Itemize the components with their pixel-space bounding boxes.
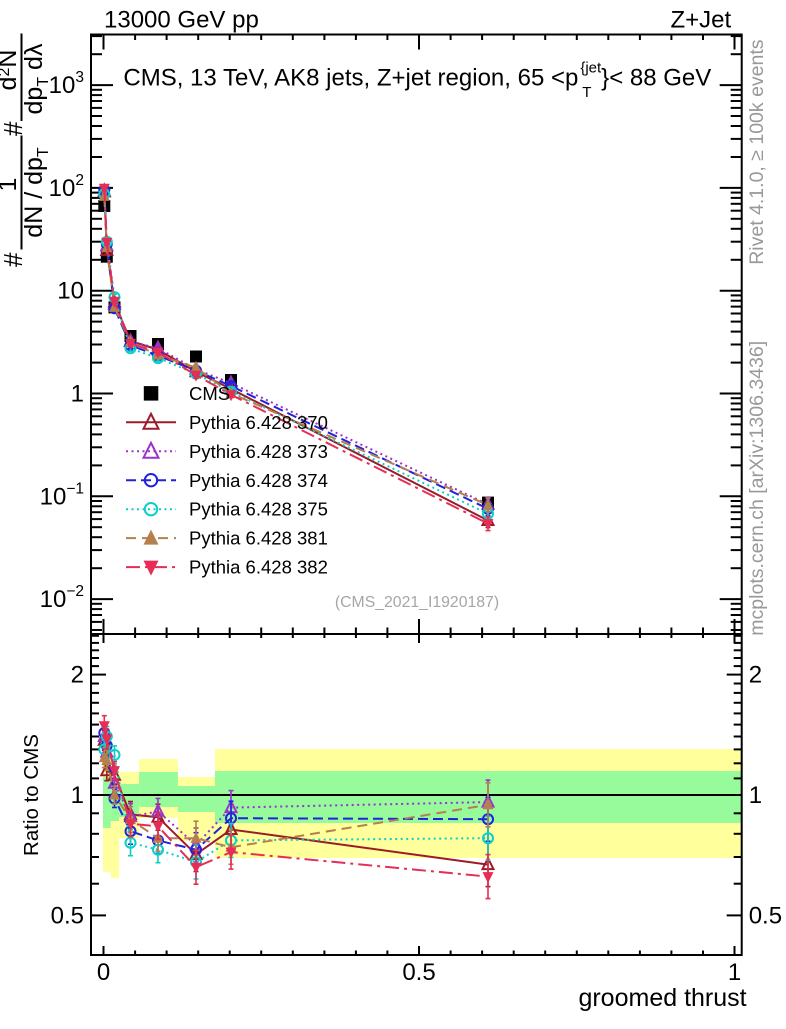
svg-text:1: 1 [0, 178, 22, 192]
svg-text:#: # [0, 121, 28, 136]
svg-text:(CMS_2021_I1920187): (CMS_2021_I1920187) [335, 594, 499, 611]
svg-text:0.5: 0.5 [749, 902, 782, 929]
svg-text:dpT dλ: dpT dλ [20, 43, 52, 114]
svg-text:Pythia 6.428 374: Pythia 6.428 374 [189, 470, 328, 491]
svg-text:1: 1 [728, 959, 741, 986]
svg-text:Pythia 6.428 375: Pythia 6.428 375 [189, 499, 328, 520]
svg-text:Pythia 6.428 370: Pythia 6.428 370 [189, 412, 328, 433]
svg-text:Pythia 6.428 373: Pythia 6.428 373 [189, 441, 328, 462]
svg-text:13000 GeV pp: 13000 GeV pp [104, 7, 259, 34]
svg-text:Pythia 6.428 381: Pythia 6.428 381 [189, 528, 328, 549]
svg-text:1: 1 [71, 381, 84, 408]
svg-text:CMS: CMS [189, 383, 230, 404]
svg-text:groomed thrust: groomed thrust [578, 984, 746, 1012]
svg-text:1: 1 [749, 782, 762, 809]
svg-text:2: 2 [71, 662, 84, 689]
svg-text:102: 102 [49, 172, 84, 202]
svg-text:Ratio to CMS: Ratio to CMS [20, 734, 43, 856]
svg-text:Pythia 6.428 382: Pythia 6.428 382 [189, 557, 328, 578]
svg-text:10: 10 [57, 278, 84, 305]
svg-text:#: # [0, 252, 28, 267]
svg-text:mcplots.cern.ch [arXiv:1306.34: mcplots.cern.ch [arXiv:1306.3436] [746, 341, 768, 636]
svg-text:0: 0 [97, 959, 110, 986]
svg-text:Rivet 4.1.0, ≥ 100k events: Rivet 4.1.0, ≥ 100k events [746, 39, 768, 265]
svg-text:0.5: 0.5 [51, 902, 84, 929]
svg-text:2: 2 [749, 662, 762, 689]
svg-text:d2N: d2N [0, 50, 22, 91]
svg-text:0.5: 0.5 [402, 959, 435, 986]
svg-text:Z+Jet: Z+Jet [670, 7, 731, 34]
svg-text:dN / dpT: dN / dpT [20, 147, 52, 238]
svg-text:1: 1 [71, 782, 84, 809]
